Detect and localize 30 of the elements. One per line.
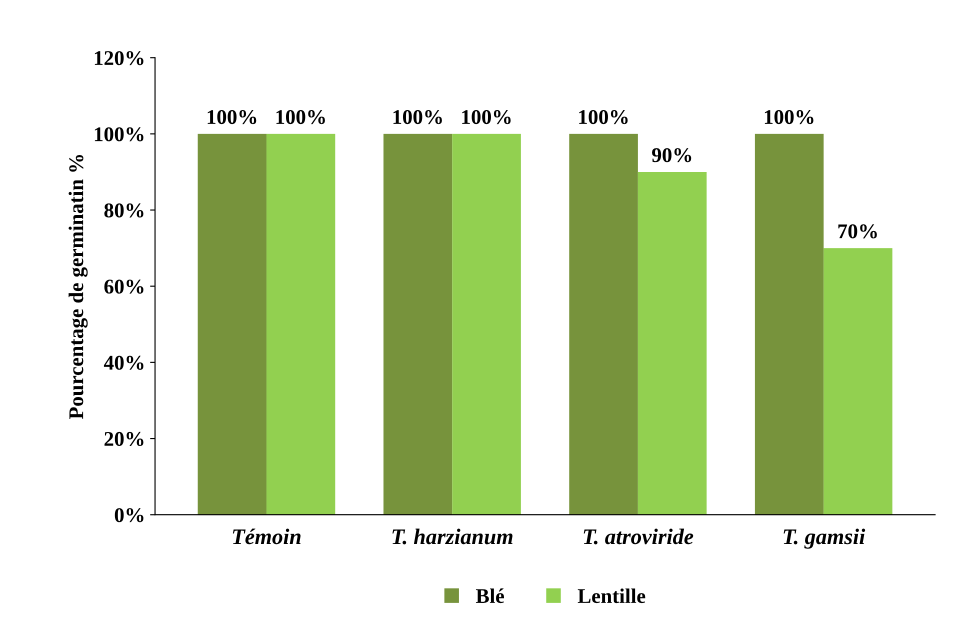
bar bbox=[383, 134, 452, 515]
legend-label: Blé bbox=[476, 588, 504, 604]
y-tick-label: 80% bbox=[104, 203, 144, 218]
bar bbox=[824, 248, 892, 515]
data-label: 70% bbox=[838, 224, 877, 238]
bar bbox=[638, 172, 707, 515]
bar bbox=[452, 134, 521, 515]
bar bbox=[754, 134, 824, 515]
data-label: 100% bbox=[579, 110, 628, 124]
bar bbox=[266, 134, 336, 515]
data-label: 100% bbox=[208, 110, 256, 124]
bar bbox=[569, 134, 638, 515]
x-tick-label: T. harzianum bbox=[392, 528, 512, 544]
y-axis-title: Pourcentage de germinatin % bbox=[68, 154, 88, 420]
x-tick-label: T. atroviride bbox=[584, 528, 694, 544]
y-tick-label: 60% bbox=[104, 280, 144, 294]
y-tick-label: 120% bbox=[94, 51, 144, 66]
data-label: 100% bbox=[393, 110, 442, 124]
bar bbox=[198, 134, 266, 515]
y-tick-label: 0% bbox=[114, 508, 144, 522]
y-tick-label: 100% bbox=[94, 127, 144, 142]
data-label: 100% bbox=[276, 110, 325, 124]
data-label: 100% bbox=[462, 110, 511, 124]
data-label: 90% bbox=[652, 148, 692, 162]
y-tick-label: 40% bbox=[104, 356, 144, 370]
legend-label: Lentille bbox=[578, 588, 646, 604]
data-label: 100% bbox=[764, 110, 814, 124]
y-tick-label: 20% bbox=[104, 432, 144, 446]
x-tick-label: T. gamsii bbox=[784, 528, 866, 549]
x-tick-label: Témoin bbox=[232, 528, 301, 544]
